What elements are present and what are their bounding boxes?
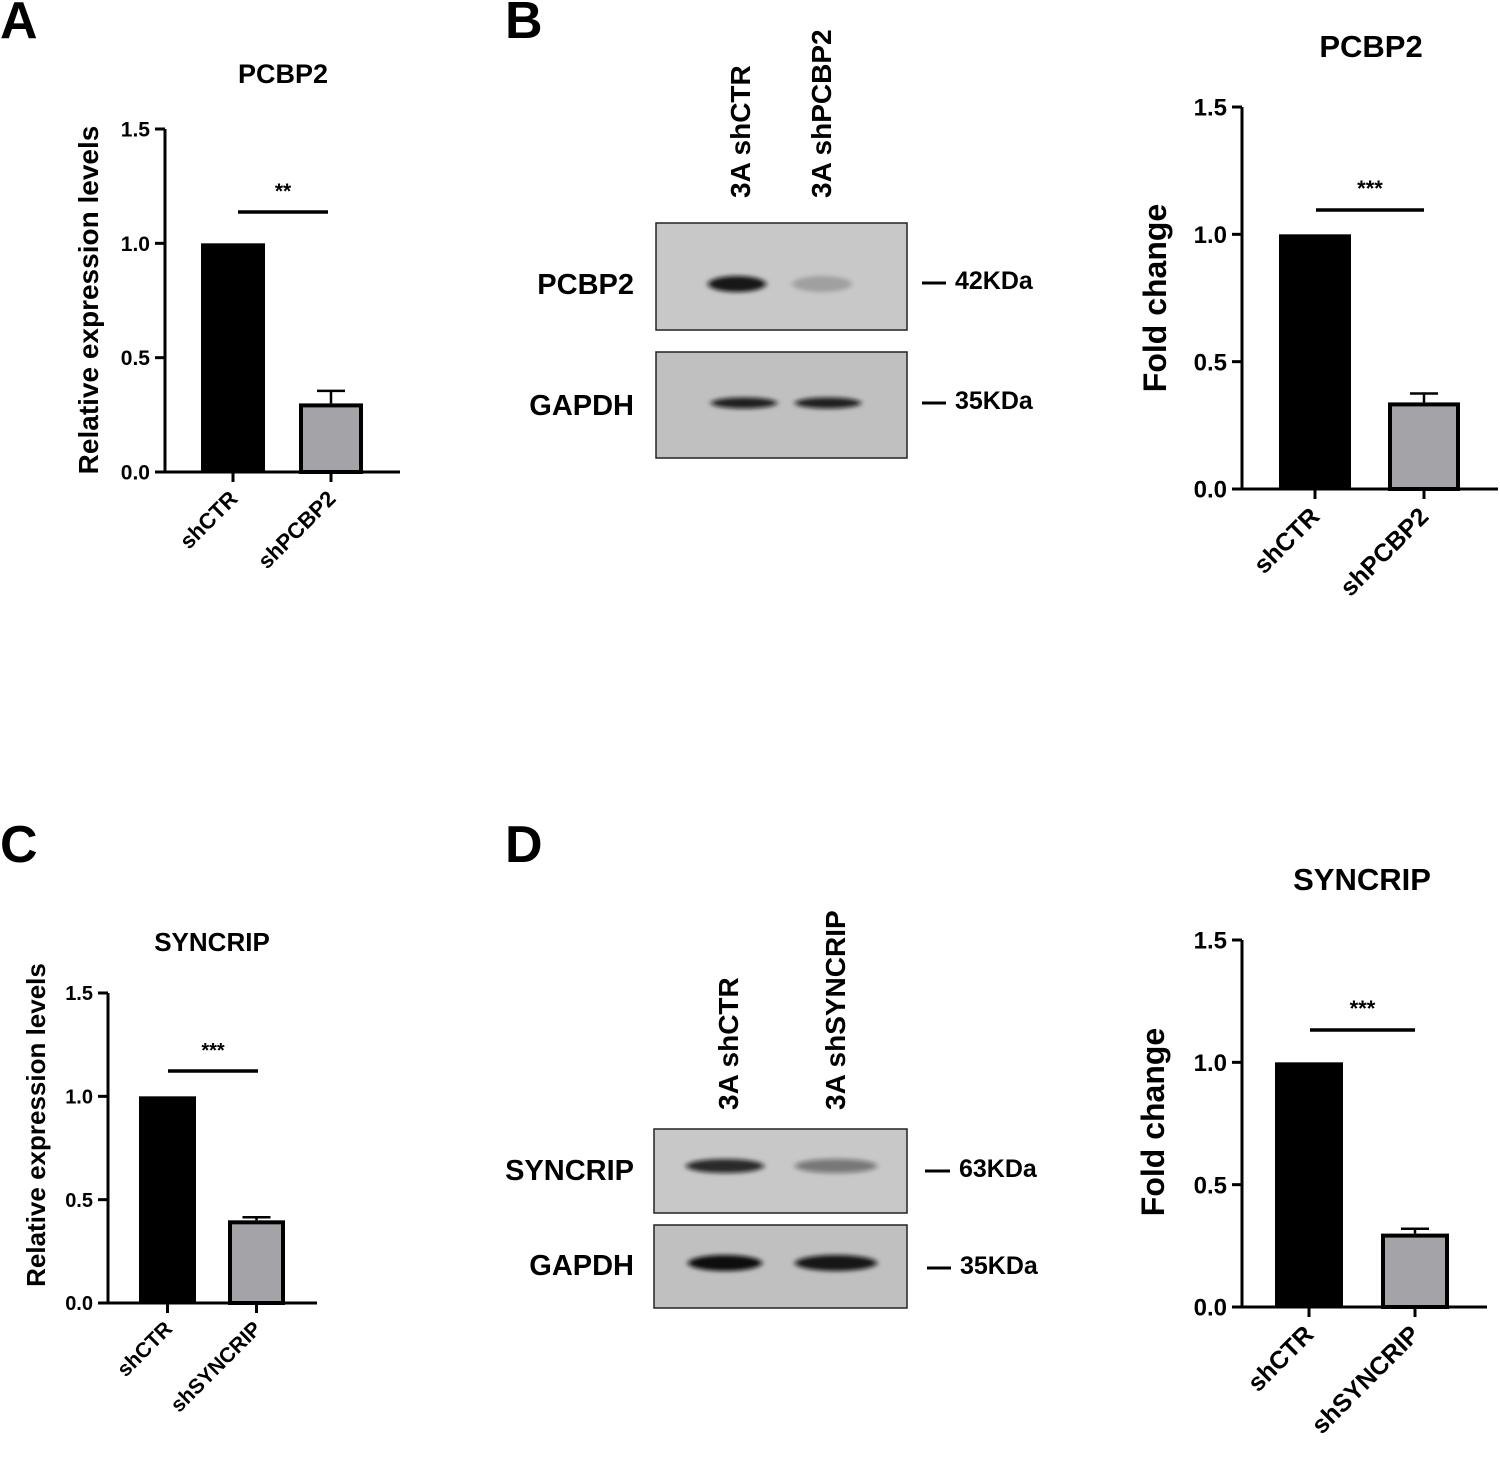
y-tick-label: 0.5 — [121, 347, 151, 370]
protein-label-pcbp2: PCBP2 — [537, 269, 634, 301]
y-tick-label: 0.0 — [65, 1293, 93, 1315]
x-tick-label: shCTR — [1242, 1320, 1319, 1397]
protein-label-gapdh: GAPDH — [529, 1250, 634, 1282]
panel-label-d: D — [505, 816, 543, 874]
band-row-syncrip — [686, 1159, 877, 1173]
y-axis-label: Relative expression levels — [21, 963, 51, 1287]
x-tick-label: shSYNCRIP — [166, 1317, 266, 1417]
y-tick-label: 1.0 — [1194, 222, 1227, 249]
lane-label-2: 3A shPCBP2 — [806, 29, 837, 198]
significance-marker: *** — [1350, 996, 1376, 1021]
western-blot-b: 3A shCTR 3A shPCBP2 PCBP2 42KDa GAPDH 35… — [529, 29, 1034, 459]
y-tick-label: 1.0 — [1194, 1050, 1227, 1077]
lane-label-2: 3A shSYNCRIP — [820, 910, 851, 1110]
x-tick-label: shPCBP2 — [253, 486, 341, 574]
significance-marker: *** — [201, 1040, 225, 1062]
band-row-gapdh — [711, 397, 861, 409]
y-tick-label: 0.5 — [1194, 1172, 1227, 1199]
bar-chart-c: SYNCRIP Relative expression levels 0.0 0.5 1… — [21, 927, 317, 1417]
panel-label-c: C — [0, 816, 38, 874]
y-tick-label: 0.5 — [1194, 349, 1227, 376]
y-tick-label: 1.5 — [121, 119, 151, 142]
bar-shpcbp2 — [1388, 402, 1460, 491]
band-lane-2 — [795, 397, 861, 409]
y-tick-label: 0.0 — [121, 462, 150, 485]
bar-shctr — [1279, 234, 1351, 489]
y-tick-label: 0.5 — [65, 1190, 93, 1212]
significance-marker: *** — [1357, 176, 1383, 201]
bar-shctr — [201, 243, 265, 472]
significance-marker: ** — [275, 180, 292, 203]
marker-label-63kda: 63KDa — [959, 1155, 1038, 1183]
x-tick-label: shCTR — [113, 1317, 177, 1381]
y-tick-label: 1.0 — [121, 233, 150, 256]
protein-label-gapdh: GAPDH — [529, 390, 634, 422]
y-axis-label: Relative expression levels — [73, 126, 104, 475]
blot-panel-pcbp2 — [655, 222, 908, 331]
chart-title: SYNCRIP — [154, 927, 270, 957]
band-lane-2 — [795, 1255, 877, 1271]
protein-label-syncrip: SYNCRIP — [505, 1155, 634, 1187]
x-tick-label: shPCBP2 — [1335, 502, 1434, 601]
band-row-pcbp2 — [708, 276, 852, 292]
chart-title: SYNCRIP — [1293, 862, 1431, 897]
band-row-gapdh — [688, 1255, 877, 1271]
band-lane-1 — [686, 1159, 764, 1173]
bar-shsyncrip — [228, 1220, 285, 1306]
band-lane-1 — [711, 397, 777, 409]
chart-title: PCBP2 — [1319, 29, 1422, 64]
bar-shsyncrip — [1381, 1233, 1449, 1309]
bar-chart-d: SYNCRIP Fold change 0.0 0.5 1.0 1.5 shCTRshSYN… — [1135, 862, 1487, 1439]
x-tick-label: shCTR — [1248, 502, 1325, 579]
marker-label-42kda: 42KDa — [955, 267, 1034, 295]
band-lane-2 — [795, 1159, 877, 1173]
y-tick-label: 1.5 — [1194, 95, 1227, 122]
bar-chart-a: PCBP2 Relative expression levels 0.0 0.5 1.0… — [73, 59, 400, 574]
panel-label-a: A — [0, 0, 38, 50]
band-lane-2 — [792, 276, 852, 292]
y-tick-label: 0.0 — [1194, 477, 1227, 504]
y-tick-label: 1.5 — [1194, 928, 1227, 955]
blot-panel-gapdh — [655, 351, 908, 459]
lane-label-1: 3A shCTR — [725, 65, 756, 198]
x-tick-label: shCTR — [175, 486, 243, 554]
x-tick-label: shSYNCRIP — [1306, 1320, 1425, 1439]
y-tick-label: 1.5 — [65, 983, 93, 1005]
bar-shpcbp2 — [299, 403, 363, 474]
marker-label-35kda: 35KDa — [955, 387, 1034, 415]
blot-panel-syncrip — [653, 1128, 908, 1214]
bar-shctr — [1275, 1062, 1343, 1307]
bar-shctr — [139, 1096, 196, 1303]
lane-label-1: 3A shCTR — [713, 977, 744, 1110]
band-lane-1 — [688, 1255, 762, 1271]
western-blot-d: 3A shCTR 3A shSYNCRIP SYNCRIP 63KDa GAPD… — [505, 910, 1039, 1309]
bar-chart-b: PCBP2 Fold change 0.0 0.5 1.0 1.5 shCTR shPCBP2… — [1137, 29, 1498, 602]
marker-label-35kda: 35KDa — [960, 1252, 1039, 1280]
y-tick-label: 1.0 — [65, 1087, 93, 1109]
panel-label-b: B — [505, 0, 543, 50]
y-axis-label: Fold change — [1135, 1028, 1171, 1216]
chart-title: PCBP2 — [238, 59, 328, 89]
band-lane-1 — [708, 276, 766, 292]
y-axis-label: Fold change — [1137, 204, 1173, 392]
y-tick-label: 0.0 — [1194, 1295, 1227, 1322]
